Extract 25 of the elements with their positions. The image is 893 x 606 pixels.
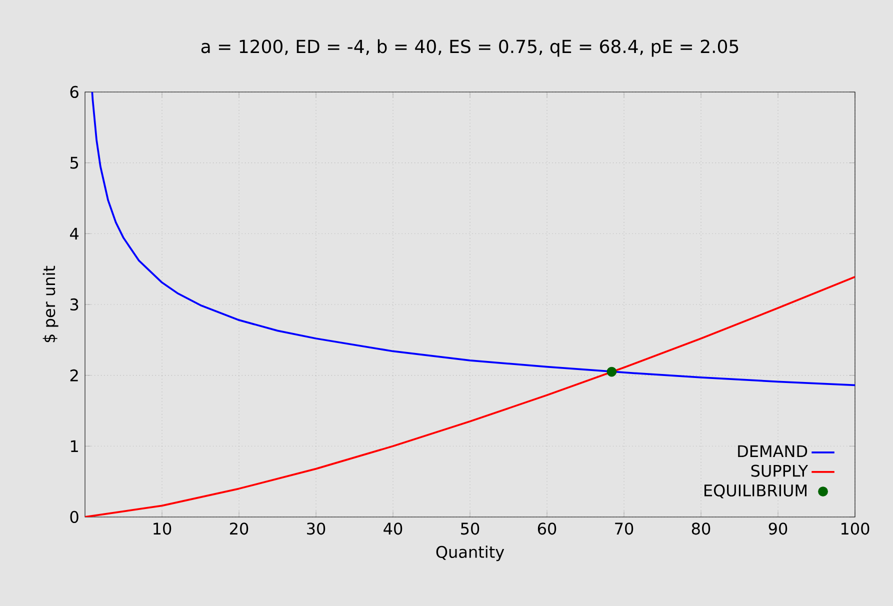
x-tick-label: 30 bbox=[307, 522, 326, 535]
x-axis-title: Quantity bbox=[436, 546, 504, 562]
line-series bbox=[85, 276, 855, 517]
x-tick-label: 10 bbox=[154, 522, 172, 535]
y-tick-label: 3 bbox=[70, 298, 78, 311]
x-tick-label: 90 bbox=[768, 522, 788, 535]
y-tick-label: 0 bbox=[70, 510, 78, 524]
y-tick-label: 6 bbox=[70, 86, 78, 98]
x-tick-label: 40 bbox=[384, 522, 402, 535]
line-series bbox=[91, 92, 855, 386]
chart-title: a = 1200, ED = -4, b = 40, ES = 0.75, qE = 68.4, pE = 2.05 bbox=[201, 39, 738, 57]
x-tick-label: 80 bbox=[692, 522, 710, 535]
x-tick-label: 60 bbox=[538, 522, 556, 535]
legend-label: DEMAND bbox=[738, 445, 808, 458]
legend-label: SUPPLY bbox=[751, 464, 808, 477]
x-tick-label: 50 bbox=[461, 522, 480, 535]
y-axis-title: $ per unit bbox=[42, 266, 58, 342]
y-tick-label: 1 bbox=[70, 440, 78, 452]
legend-label: EQUILIBRIUM bbox=[704, 484, 806, 498]
x-tick-label: 100 bbox=[841, 522, 870, 535]
y-tick-label: 5 bbox=[70, 156, 78, 169]
y-tick-label: 2 bbox=[70, 369, 78, 382]
y-tick-label: 4 bbox=[70, 228, 79, 240]
x-tick-label: 20 bbox=[230, 522, 248, 535]
x-tick-label: 70 bbox=[615, 522, 634, 535]
